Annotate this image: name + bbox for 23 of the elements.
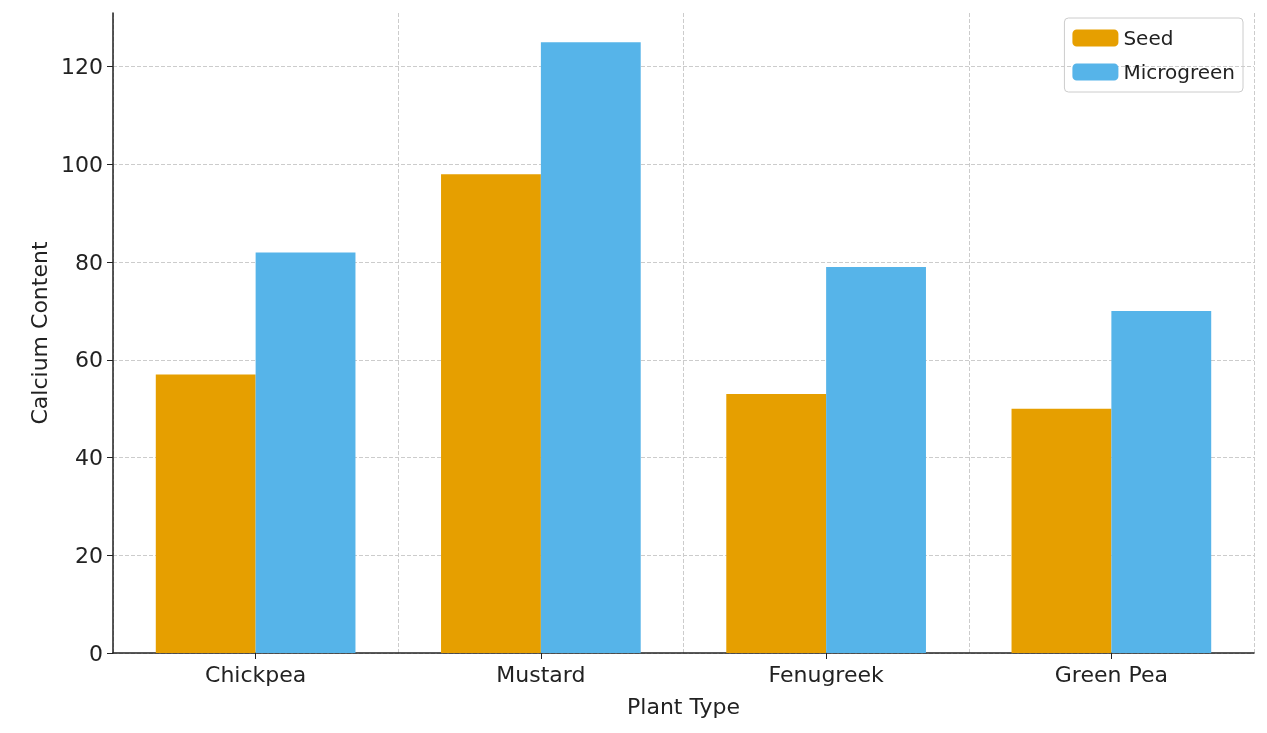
bar bbox=[826, 267, 926, 653]
x-tick-label: Chickpea bbox=[205, 661, 307, 687]
y-axis-title: Calcium Content bbox=[26, 241, 52, 425]
bar bbox=[155, 374, 256, 653]
y-tick-label: 100 bbox=[61, 151, 103, 177]
bar bbox=[1111, 311, 1212, 653]
legend-label: Seed bbox=[1123, 26, 1174, 50]
y-tick-label: 120 bbox=[61, 54, 103, 80]
x-tick-label: Green Pea bbox=[1054, 661, 1168, 687]
bar bbox=[726, 394, 827, 653]
x-axis-title: Plant Type bbox=[627, 693, 740, 719]
y-tick-label: 60 bbox=[75, 347, 103, 373]
bar bbox=[540, 42, 641, 653]
bar bbox=[255, 252, 356, 653]
x-tick-label: Mustard bbox=[496, 661, 586, 687]
y-tick-label: 0 bbox=[89, 640, 103, 666]
y-tick-label: 20 bbox=[75, 542, 103, 568]
x-tick-label: Fenugreek bbox=[768, 661, 884, 687]
legend-label: Microgreen bbox=[1123, 60, 1235, 84]
y-tick-label: 40 bbox=[75, 445, 103, 471]
y-tick-label: 80 bbox=[75, 249, 103, 275]
bar bbox=[441, 174, 541, 653]
bar bbox=[1011, 408, 1112, 653]
